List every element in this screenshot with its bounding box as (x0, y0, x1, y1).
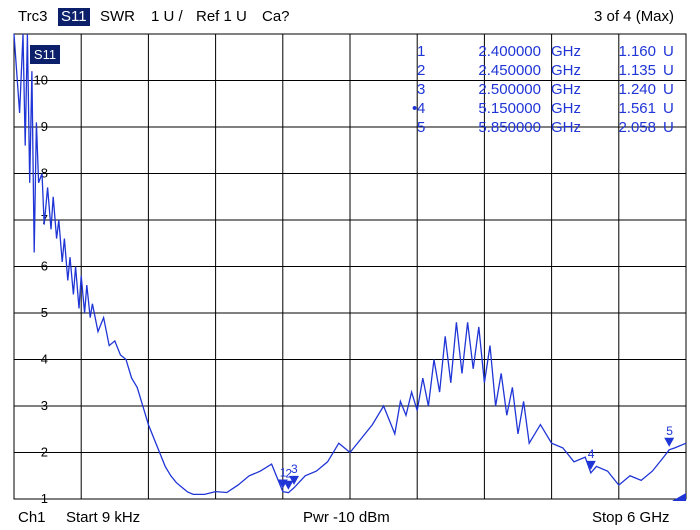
start-frequency[interactable]: Start 9 kHz (66, 509, 141, 526)
y-tick-label: 3 (41, 398, 48, 413)
channel-label[interactable]: Ch1 (18, 509, 46, 526)
marker-frequency: 2.400000 (478, 43, 541, 60)
marker-value-unit: U (663, 100, 674, 117)
stop-indicator-icon (672, 493, 686, 501)
marker-2-label: 2 (285, 467, 292, 481)
marker-frequency-unit: GHz (551, 100, 581, 117)
marker-active-dot: • (412, 100, 417, 117)
y-tick-label: 1 (41, 491, 48, 506)
marker-frequency: 5.150000 (478, 100, 541, 117)
marker-4-label: 4 (588, 447, 595, 461)
marker-status: 3 of 4 (Max) (594, 8, 675, 25)
source-power[interactable]: Pwr -10 dBm (303, 509, 390, 526)
marker-frequency-unit: GHz (551, 119, 581, 136)
marker-number: 3 (417, 81, 425, 98)
marker-value-unit: U (663, 43, 674, 60)
marker-frequency-unit: GHz (551, 43, 581, 60)
marker-number: 2 (417, 62, 425, 79)
y-tick-label: 10 (34, 73, 48, 88)
marker-value: 1.135 (618, 62, 656, 79)
marker-frequency-unit: GHz (551, 81, 581, 98)
y-tick-label: 6 (41, 259, 48, 274)
y-tick-label: 9 (41, 119, 48, 134)
marker-4-icon (585, 460, 596, 470)
plot-grid (13, 33, 687, 500)
marker-frequency-unit: GHz (551, 62, 581, 79)
trace-format[interactable]: SWR (100, 8, 135, 25)
marker-number: 4 (417, 100, 425, 117)
marker-value: 1.240 (618, 81, 656, 98)
marker-number: 5 (417, 119, 425, 136)
stop-frequency[interactable]: Stop 6 GHz (592, 509, 670, 526)
y-tick-label: 5 (41, 305, 48, 320)
marker-3-label: 3 (291, 462, 298, 476)
calibration-status: Ca? (262, 8, 290, 25)
marker-3-icon (289, 475, 299, 485)
trace-name[interactable]: Trc3 (18, 8, 48, 25)
trace-parameter[interactable]: S11 (58, 8, 90, 26)
marker-1-label: 1 (280, 466, 287, 480)
marker-number: 1 (417, 43, 425, 60)
marker-5-label: 5 (666, 424, 673, 438)
marker-value: 1.160 (618, 43, 656, 60)
marker-frequency: 2.450000 (478, 62, 541, 79)
trace-badge[interactable]: S11 (30, 45, 60, 64)
y-tick-label: 4 (41, 352, 48, 367)
marker-value-unit: U (663, 62, 674, 79)
marker-value-unit: U (663, 119, 674, 136)
marker-2-icon (283, 480, 294, 490)
marker-table: 1 2.400000 GHz 1.160 U 2 2.450000 GHz 1.135 U 3 2.5… (412, 43, 674, 136)
scale-per-div[interactable]: 1 U / (151, 8, 183, 25)
s11-swr-trace (13, 33, 687, 496)
marker-value: 2.058 (618, 119, 656, 136)
y-tick-label: 2 (41, 445, 48, 460)
y-tick-label: 8 (41, 166, 48, 181)
marker-5-icon (664, 437, 675, 447)
marker-value: 1.561 (618, 100, 656, 117)
marker-frequency: 5.850000 (478, 119, 541, 136)
reference-value[interactable]: Ref 1 U (196, 8, 247, 25)
marker-value-unit: U (663, 81, 674, 98)
marker-symbols: 123 4 5 (277, 424, 675, 490)
marker-frequency: 2.500000 (478, 81, 541, 98)
